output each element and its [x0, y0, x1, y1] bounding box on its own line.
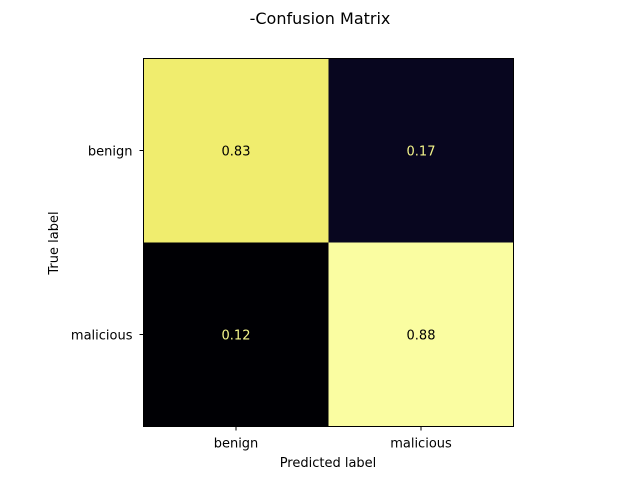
x-tick-label: malicious: [390, 437, 452, 452]
y-axis-label: True label: [47, 211, 62, 275]
y-tick-label: malicious: [71, 329, 133, 344]
y-axis-ticks: benign malicious: [71, 145, 144, 344]
x-axis-ticks: benign malicious: [214, 426, 452, 452]
plot-frame: [143, 58, 514, 427]
x-axis-label: Predicted label: [280, 456, 377, 471]
y-tick-label: benign: [88, 145, 133, 160]
heatmap-cell-malicious-benign: [143, 242, 329, 427]
heatmap-cell-malicious-malicious: [328, 242, 514, 427]
heatmap-value-label: 0.12: [222, 329, 251, 344]
x-tick-label: benign: [214, 437, 259, 452]
heatmap-value-label: 0.17: [407, 145, 436, 160]
chart-title: -Confusion Matrix: [250, 9, 391, 28]
heatmap-cell-benign-benign: [143, 58, 329, 243]
heatmap-cell-benign-malicious: [328, 58, 514, 243]
heatmap-value-labels: 0.83 0.17 0.12 0.88: [222, 145, 436, 344]
heatmap-value-label: 0.88: [407, 329, 436, 344]
heatmap-cells: [143, 58, 514, 427]
heatmap-value-label: 0.83: [222, 145, 251, 160]
